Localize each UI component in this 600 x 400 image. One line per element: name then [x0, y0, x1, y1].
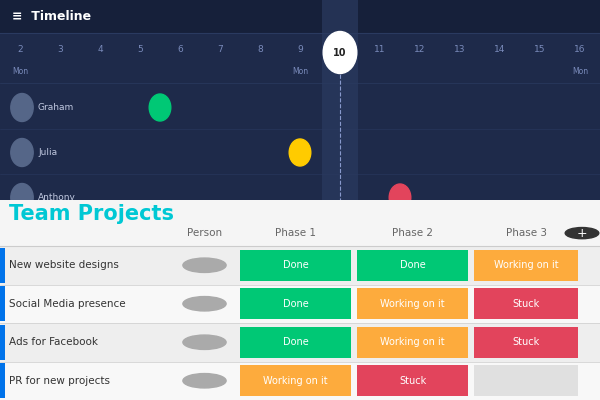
- FancyBboxPatch shape: [0, 284, 600, 323]
- Circle shape: [565, 228, 599, 239]
- Circle shape: [323, 32, 357, 74]
- FancyBboxPatch shape: [475, 250, 578, 281]
- Text: 12: 12: [415, 44, 425, 54]
- Text: Person: Person: [187, 228, 222, 238]
- Circle shape: [389, 184, 411, 211]
- Circle shape: [289, 139, 311, 166]
- FancyBboxPatch shape: [241, 326, 350, 358]
- FancyBboxPatch shape: [0, 246, 600, 284]
- FancyBboxPatch shape: [0, 325, 5, 360]
- Text: 3: 3: [57, 44, 63, 54]
- Text: 15: 15: [534, 44, 546, 54]
- Text: Graham: Graham: [38, 103, 74, 112]
- Text: Anthony: Anthony: [38, 193, 76, 202]
- Text: Mon: Mon: [292, 66, 308, 76]
- Text: Stuck: Stuck: [512, 337, 539, 347]
- FancyBboxPatch shape: [322, 0, 358, 200]
- Text: 11: 11: [374, 44, 386, 54]
- Text: Stuck: Stuck: [512, 299, 539, 309]
- Text: 9: 9: [297, 44, 303, 54]
- Text: Working on it: Working on it: [380, 337, 445, 347]
- Text: Phase 3: Phase 3: [505, 228, 547, 238]
- Text: Team Projects: Team Projects: [9, 204, 174, 224]
- Text: New website designs: New website designs: [9, 260, 119, 270]
- Text: 5: 5: [137, 44, 143, 54]
- Text: Phase 1: Phase 1: [275, 228, 316, 238]
- Text: Mon: Mon: [572, 66, 588, 76]
- Text: 10: 10: [333, 48, 347, 58]
- FancyBboxPatch shape: [241, 365, 350, 396]
- Text: Phase 2: Phase 2: [392, 228, 433, 238]
- Text: 16: 16: [574, 44, 586, 54]
- Circle shape: [183, 258, 226, 272]
- FancyBboxPatch shape: [0, 362, 600, 400]
- FancyBboxPatch shape: [358, 250, 467, 281]
- Text: 14: 14: [494, 44, 506, 54]
- Text: 2: 2: [17, 44, 23, 54]
- Text: Done: Done: [283, 299, 308, 309]
- Text: 7: 7: [217, 44, 223, 54]
- Circle shape: [183, 296, 226, 311]
- Text: 8: 8: [257, 44, 263, 54]
- FancyBboxPatch shape: [358, 288, 467, 319]
- Text: Julia: Julia: [38, 148, 57, 157]
- Text: Done: Done: [283, 260, 308, 270]
- Text: +: +: [577, 227, 587, 240]
- Text: 4: 4: [97, 44, 103, 54]
- Circle shape: [11, 94, 33, 122]
- FancyBboxPatch shape: [241, 288, 350, 319]
- Text: Social Media presence: Social Media presence: [9, 299, 125, 309]
- FancyBboxPatch shape: [358, 365, 467, 396]
- Text: Mon: Mon: [12, 66, 28, 76]
- Text: Done: Done: [283, 337, 308, 347]
- Text: Stuck: Stuck: [399, 376, 426, 386]
- Circle shape: [183, 374, 226, 388]
- Text: Working on it: Working on it: [494, 260, 559, 270]
- Text: Done: Done: [400, 260, 425, 270]
- FancyBboxPatch shape: [0, 0, 600, 32]
- FancyBboxPatch shape: [0, 286, 5, 322]
- Text: PR for new projects: PR for new projects: [9, 376, 110, 386]
- FancyBboxPatch shape: [358, 326, 467, 358]
- Text: Ads for Facebook: Ads for Facebook: [9, 337, 98, 347]
- FancyBboxPatch shape: [475, 326, 578, 358]
- Circle shape: [149, 94, 171, 121]
- Text: ≡  Timeline: ≡ Timeline: [12, 10, 91, 22]
- Circle shape: [183, 335, 226, 350]
- FancyBboxPatch shape: [241, 250, 350, 281]
- Circle shape: [11, 184, 33, 212]
- Text: 6: 6: [177, 44, 183, 54]
- Text: Working on it: Working on it: [263, 376, 328, 386]
- FancyBboxPatch shape: [0, 363, 5, 398]
- Circle shape: [11, 138, 33, 166]
- FancyBboxPatch shape: [0, 248, 5, 283]
- FancyBboxPatch shape: [475, 365, 578, 396]
- FancyBboxPatch shape: [0, 323, 600, 362]
- FancyBboxPatch shape: [475, 288, 578, 319]
- Text: 13: 13: [454, 44, 466, 54]
- Text: Working on it: Working on it: [380, 299, 445, 309]
